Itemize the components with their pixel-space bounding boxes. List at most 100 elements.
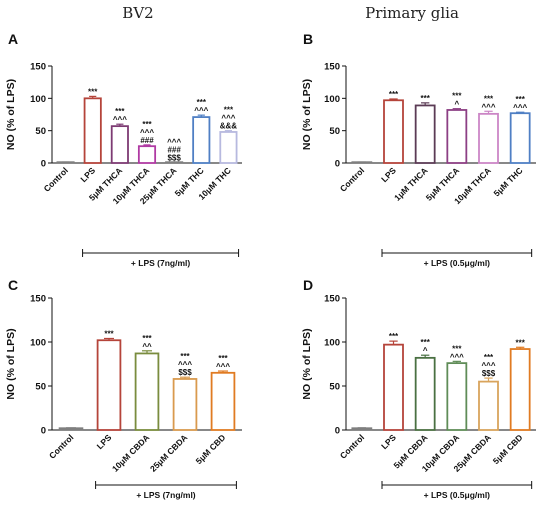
x-category-label: 25μM CBDA <box>148 432 189 473</box>
x-category-label: Control <box>47 432 75 460</box>
significance-marker: *** <box>224 106 234 115</box>
significance-marker: *** <box>515 95 525 104</box>
bar <box>414 356 436 431</box>
x-category-label: LPS <box>95 432 114 451</box>
significance-marker: *** <box>197 98 207 107</box>
y-tick-label: 150 <box>324 294 340 305</box>
bracket-label: + LPS (7ng/ml) <box>131 258 190 268</box>
y-axis-label: NO (% of LPS) <box>301 328 313 399</box>
y-tick-label: 100 <box>324 94 340 105</box>
significance-marker: ^^^ <box>140 128 154 137</box>
significance-marker: ^^^ <box>167 138 181 147</box>
bar <box>383 343 404 431</box>
bracket-label: + LPS (0.5μg/ml) <box>424 490 491 500</box>
y-axis-label: NO (% of LPS) <box>301 79 313 150</box>
bar <box>446 109 468 164</box>
significance-marker: *** <box>420 94 430 103</box>
bar <box>137 145 157 164</box>
column-title-bv2: BV2 <box>122 4 153 22</box>
bar <box>96 339 122 431</box>
bracket-label: + LPS (7ng/ml) <box>136 490 195 500</box>
significance-marker: *** <box>389 332 399 341</box>
significance-marker: *** <box>484 94 494 103</box>
bar <box>192 116 211 164</box>
x-category-label: Control <box>338 432 366 460</box>
x-category-label: 5μM CBD <box>194 432 228 466</box>
y-tick-label: 150 <box>30 62 46 73</box>
x-category-label: LPS <box>379 432 398 451</box>
bracket-label: + LPS (0.5μg/ml) <box>424 258 491 268</box>
y-tick-label: 50 <box>35 382 46 393</box>
y-tick-label: 100 <box>324 338 340 349</box>
x-category-label: LPS <box>379 165 398 184</box>
bar <box>509 348 531 431</box>
y-tick-label: 0 <box>41 159 46 170</box>
x-category-label: 5μM THC <box>491 165 524 198</box>
significance-marker: *** <box>104 329 114 338</box>
significance-marker: ^ <box>454 100 459 109</box>
panel-letter: B <box>303 31 313 47</box>
x-category-label: Control <box>42 165 70 193</box>
bar <box>83 97 102 164</box>
y-tick-label: 100 <box>30 338 46 349</box>
significance-marker: *** <box>218 354 228 363</box>
y-axis-label: NO (% of LPS) <box>5 79 17 150</box>
significance-marker: $$$ <box>167 154 181 163</box>
panel-letter: C <box>8 277 18 293</box>
y-axis-label: NO (% of LPS) <box>5 328 17 399</box>
x-category-label: 10μM CBDA <box>110 432 151 473</box>
significance-marker: ^^^ <box>481 361 495 370</box>
significance-marker: ^^^ <box>513 103 527 112</box>
bar <box>478 380 499 431</box>
y-tick-label: 150 <box>324 62 340 73</box>
significance-marker: ### <box>167 146 181 155</box>
significance-marker: ^^^ <box>113 115 127 124</box>
panel-letter: D <box>303 277 313 293</box>
y-tick-label: 50 <box>35 126 46 137</box>
significance-marker: *** <box>180 352 190 361</box>
significance-marker: *** <box>484 353 494 362</box>
bar <box>509 112 531 164</box>
y-tick-label: 150 <box>30 294 46 305</box>
significance-marker: $$$ <box>178 368 192 377</box>
y-tick-label: 0 <box>335 159 340 170</box>
bar <box>110 125 129 164</box>
bar <box>58 427 84 431</box>
y-tick-label: 0 <box>335 426 340 437</box>
significance-marker: *** <box>452 92 462 101</box>
significance-marker: ^^^ <box>178 360 192 369</box>
significance-marker: ^^^ <box>216 362 230 371</box>
significance-marker: ^^^ <box>194 106 208 115</box>
significance-marker: *** <box>389 90 399 99</box>
significance-marker: ^^^ <box>221 114 235 123</box>
significance-marker: ^^^ <box>481 102 495 111</box>
bar <box>134 352 160 431</box>
x-category-label: LPS <box>78 165 97 184</box>
significance-marker: ^^^ <box>450 352 464 361</box>
significance-marker: ^^ <box>142 342 152 351</box>
significance-marker: *** <box>88 87 98 96</box>
bar <box>383 99 404 164</box>
significance-marker: *** <box>142 120 152 129</box>
y-tick-label: 50 <box>329 382 340 393</box>
significance-marker: *** <box>142 334 152 343</box>
significance-marker: *** <box>115 107 125 116</box>
panel-letter: A <box>8 31 18 47</box>
y-tick-label: 50 <box>329 126 340 137</box>
bar <box>478 112 499 164</box>
significance-marker: *** <box>515 338 525 347</box>
bar <box>351 427 373 431</box>
significance-marker: $$$ <box>482 369 496 378</box>
y-tick-label: 0 <box>41 426 46 437</box>
y-tick-label: 100 <box>30 94 46 105</box>
bar <box>172 378 198 431</box>
bar <box>414 104 436 164</box>
x-category-label: 5μM CBD <box>491 432 525 466</box>
column-title-primary-glia: Primary glia <box>365 4 459 22</box>
significance-marker: *** <box>420 338 430 347</box>
